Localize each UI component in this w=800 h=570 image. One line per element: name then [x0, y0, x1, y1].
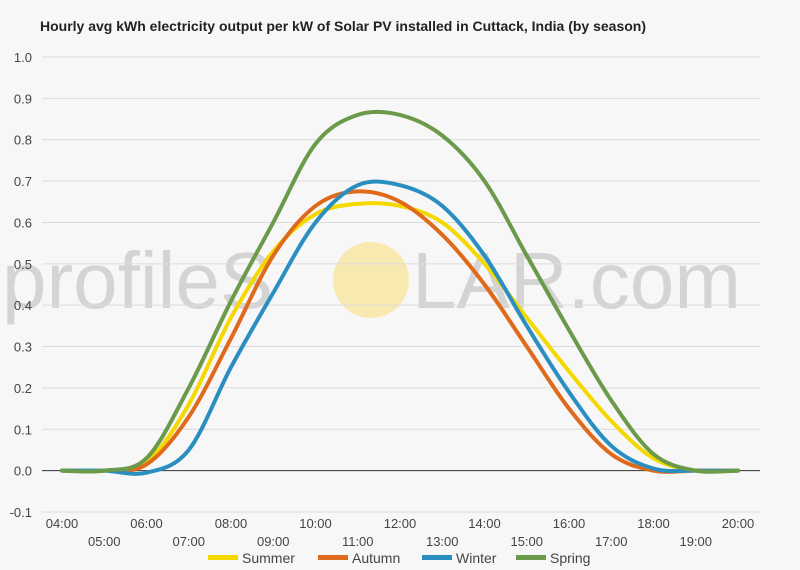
y-tick-label: 0.0: [14, 464, 32, 479]
x-tick-label: 20:00: [722, 516, 755, 531]
y-tick-label: 0.4: [14, 298, 32, 313]
x-tick-label: 18:00: [637, 516, 670, 531]
axes: 1.0 0.9 0.8 0.7 0.6 0.5 0.4 0.3 0.2 0.1 0.0 -0.1 04:…: [10, 50, 760, 549]
y-tick-label: 0.6: [14, 215, 32, 230]
legend-swatch-summer: [208, 555, 238, 560]
x-tick-label: 09:00: [257, 534, 290, 549]
y-tick-label: 0.1: [14, 422, 32, 437]
x-tick-label: 10:00: [299, 516, 332, 531]
series-line-summer: [60, 201, 740, 474]
grid: [42, 56, 760, 513]
watermark: profileS LAR.com: [2, 236, 741, 325]
x-tick-label: 16:00: [553, 516, 586, 531]
legend-swatch-spring: [516, 555, 546, 560]
y-tick-label: -0.1: [10, 505, 32, 520]
legend-swatch-autumn: [318, 555, 348, 560]
y-tick-label: 0.7: [14, 174, 32, 189]
series-line-autumn: [60, 189, 740, 474]
legend-label-winter: Winter: [456, 550, 497, 566]
y-tick-label: 0.3: [14, 340, 32, 355]
legend-label-autumn: Autumn: [352, 550, 400, 566]
legend-label-summer: Summer: [242, 550, 295, 566]
x-tick-label: 04:00: [46, 516, 79, 531]
y-tick-label: 0.5: [14, 257, 32, 272]
series-line-winter: [60, 179, 740, 476]
series-lines: [60, 109, 740, 476]
x-tick-label: 15:00: [510, 534, 543, 549]
x-tick-label: 12:00: [384, 516, 417, 531]
x-tick-label: 11:00: [342, 534, 374, 549]
y-tick-label: 1.0: [14, 50, 32, 65]
x-tick-label: 14:00: [468, 516, 501, 531]
legend: Summer Autumn Winter Spring: [208, 550, 590, 566]
x-tick-label: 08:00: [215, 516, 248, 531]
x-tick-label: 07:00: [172, 534, 205, 549]
legend-swatch-winter: [422, 555, 452, 560]
legend-label-spring: Spring: [550, 550, 590, 566]
x-tick-label: 05:00: [88, 534, 121, 549]
chart-title: Hourly avg kWh electricity output per kW…: [40, 18, 646, 34]
y-tick-label: 0.8: [14, 133, 32, 148]
x-tick-label: 19:00: [679, 534, 712, 549]
x-tick-label: 13:00: [426, 534, 459, 549]
y-tick-label: 0.9: [14, 91, 32, 106]
x-tick-label: 17:00: [595, 534, 628, 549]
y-tick-label: 0.2: [14, 381, 32, 396]
watermark-text-right: LAR.com: [412, 236, 741, 325]
x-tick-label: 06:00: [130, 516, 163, 531]
series-line-spring: [60, 109, 740, 474]
watermark-sun: [333, 242, 409, 318]
